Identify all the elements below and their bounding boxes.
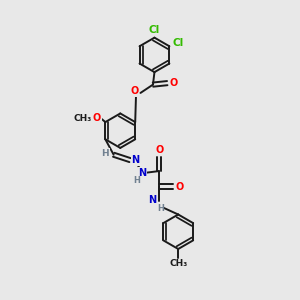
Text: N: N [131, 155, 140, 165]
Text: Cl: Cl [149, 25, 160, 34]
Text: O: O [176, 182, 184, 192]
Text: O: O [93, 113, 101, 123]
Text: O: O [155, 145, 163, 155]
Text: H: H [101, 149, 109, 158]
Text: H: H [157, 204, 164, 213]
Text: CH₃: CH₃ [169, 259, 188, 268]
Text: Cl: Cl [173, 38, 184, 48]
Text: H: H [133, 176, 140, 185]
Text: N: N [148, 195, 156, 205]
Text: N: N [138, 168, 147, 178]
Text: O: O [170, 78, 178, 88]
Text: O: O [130, 86, 139, 96]
Text: CH₃: CH₃ [74, 114, 92, 123]
